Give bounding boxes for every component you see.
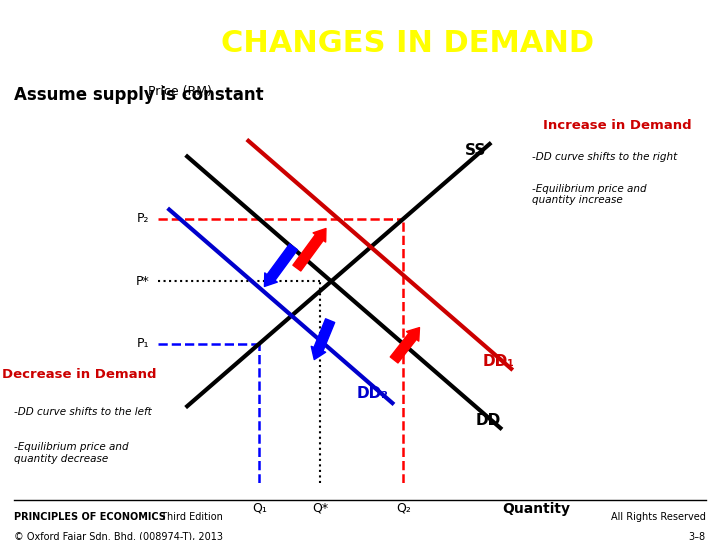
- Text: P₁: P₁: [137, 338, 150, 350]
- Text: SS: SS: [464, 143, 486, 158]
- Text: DD₂: DD₂: [356, 386, 388, 401]
- Text: -Equilibrium price and
quantity increase: -Equilibrium price and quantity increase: [531, 184, 646, 206]
- Text: -DD curve shifts to the left: -DD curve shifts to the left: [14, 407, 152, 417]
- Text: 3–8: 3–8: [688, 532, 706, 540]
- Text: Quantity: Quantity: [503, 502, 570, 516]
- Text: -DD curve shifts to the right: -DD curve shifts to the right: [531, 152, 677, 163]
- Text: All Rights Reserved: All Rights Reserved: [611, 511, 706, 522]
- Text: Increase in Demand: Increase in Demand: [543, 119, 692, 132]
- Text: © Oxford Fajar Sdn. Bhd. (008974-T), 2013: © Oxford Fajar Sdn. Bhd. (008974-T), 201…: [14, 532, 223, 540]
- Text: P₂: P₂: [137, 212, 150, 225]
- Text: Price (RM): Price (RM): [148, 85, 212, 98]
- Text: P*: P*: [135, 275, 150, 288]
- Text: PRINCIPLES OF ECONOMICS: PRINCIPLES OF ECONOMICS: [14, 511, 166, 522]
- Text: Third Edition: Third Edition: [158, 511, 223, 522]
- Text: CHANGES IN DEMAND: CHANGES IN DEMAND: [220, 29, 594, 58]
- Text: Assume supply is constant: Assume supply is constant: [14, 86, 264, 104]
- Text: Decrease in Demand: Decrease in Demand: [2, 368, 156, 381]
- Text: Q*: Q*: [312, 502, 328, 515]
- Text: Q₁: Q₁: [252, 502, 266, 515]
- Text: -Equilibrium price and
quantity decrease: -Equilibrium price and quantity decrease: [14, 442, 129, 464]
- Text: DD₁: DD₁: [482, 354, 514, 369]
- Text: Q₂: Q₂: [396, 502, 410, 515]
- Text: DD: DD: [475, 413, 500, 428]
